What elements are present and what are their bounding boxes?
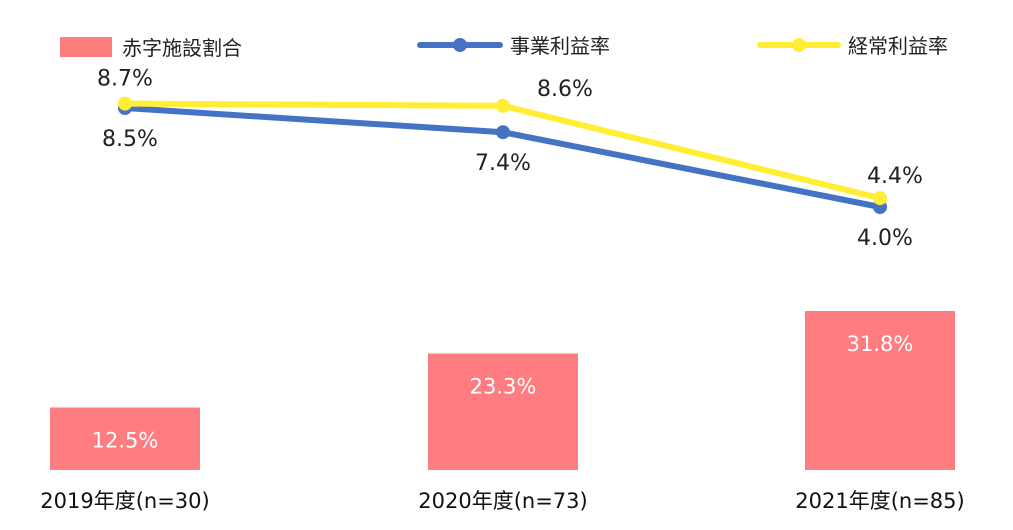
category-label-2: 2020年度(n=73) <box>418 489 587 513</box>
category-label-1: 2019年度(n=30) <box>40 489 209 513</box>
series-2-label-3: 4.4% <box>867 164 923 189</box>
legend-label-2: 経常利益率 <box>848 34 948 58</box>
series-1-label-2: 7.4% <box>475 151 531 176</box>
series-2-point-1 <box>118 96 132 111</box>
legend-marker-1 <box>453 38 467 52</box>
bar-3 <box>805 311 955 470</box>
bar-label-2: 23.3% <box>470 375 537 399</box>
bar-1 <box>50 407 200 470</box>
series-1-point-2 <box>496 125 510 140</box>
category-label-3: 2021年度(n=85) <box>795 489 964 513</box>
series-2-label-1: 8.7% <box>97 67 153 92</box>
series-2-point-3 <box>873 191 887 206</box>
legend-marker-2 <box>792 38 806 52</box>
bar-2 <box>428 353 578 470</box>
series-2-label-2: 8.6% <box>537 77 593 102</box>
series-2-point-2 <box>496 98 510 113</box>
legend-swatch-bar <box>60 37 112 57</box>
series-1-label-1: 8.5% <box>102 127 158 152</box>
series-1-label-3: 4.0% <box>857 226 913 251</box>
legend-label-1: 事業利益率 <box>510 34 610 58</box>
legend-label-bar: 赤字施設割合 <box>122 36 242 60</box>
bar-label-1: 12.5% <box>92 429 159 453</box>
bar-label-3: 31.8% <box>847 332 914 356</box>
